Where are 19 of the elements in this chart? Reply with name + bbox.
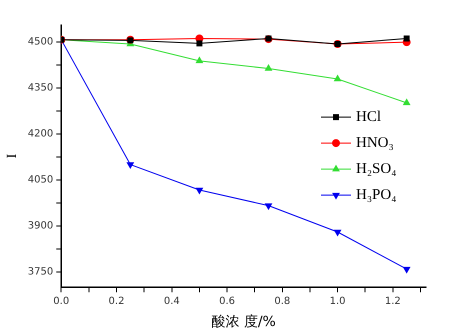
- legend-label: H₃PO₄: [356, 187, 396, 204]
- x-tick-label: 0.0: [53, 296, 70, 307]
- y-tick-label: 4350: [28, 82, 54, 94]
- y-tick-label: 4500: [28, 36, 54, 48]
- legend-label: HNO₃: [356, 135, 394, 152]
- y-tick-label: 4200: [28, 128, 54, 140]
- y-axis-title: I: [5, 153, 20, 158]
- x-tick-label: 0.8: [274, 296, 290, 307]
- x-tick-label: 1.0: [330, 296, 346, 307]
- x-tick-label: 1.2: [384, 296, 401, 307]
- y-tick-label: 3750: [28, 266, 54, 278]
- legend-label: H₂SO₄: [356, 161, 396, 178]
- x-axis-title: 酸浓 度/%: [211, 314, 276, 330]
- x-tick-label: 0.4: [164, 296, 180, 307]
- x-tick-label: 0.6: [219, 296, 235, 307]
- y-tick-label: 3900: [28, 220, 54, 232]
- y-tick-label: 4050: [28, 174, 54, 186]
- legend-label: HCl: [356, 109, 382, 126]
- x-tick-label: 0.2: [108, 296, 124, 307]
